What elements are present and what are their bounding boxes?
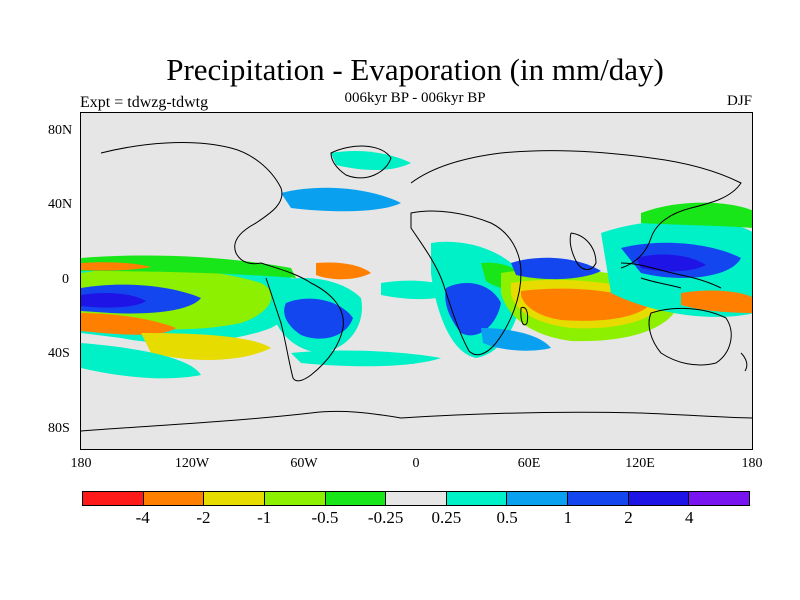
lon-tick-60e: 60E — [517, 456, 541, 471]
contour-yellow-spcz — [141, 333, 271, 360]
contour-blue-so — [481, 328, 551, 351]
lon-tick-120w: 120W — [174, 456, 210, 471]
colorbar-label: -1 — [257, 508, 272, 527]
lon-tick-60w: 60W — [290, 456, 318, 471]
contour-violet-wpac — [636, 254, 706, 272]
colorbar-label: 2 — [624, 508, 633, 527]
contour-fields — [81, 151, 752, 379]
contour-blue-natl — [281, 187, 401, 212]
lat-tick-0: 0 — [62, 272, 69, 287]
colorbar-label: 4 — [685, 508, 694, 527]
colorbar-swatch — [143, 492, 205, 505]
contour-cyan-south — [81, 343, 201, 379]
colorbar-swatch — [83, 492, 144, 505]
contour-orange-amazon — [316, 262, 371, 280]
colorbar-swatch — [689, 492, 750, 505]
lon-tick-0: 0 — [412, 456, 420, 471]
colorbar-label: -2 — [196, 508, 211, 527]
contour-lime-itcz — [81, 255, 296, 278]
colorbar-label: 1 — [563, 508, 573, 527]
colorbar-swatch — [386, 492, 447, 505]
lat-tick-40s: 40S — [48, 346, 70, 361]
colorbar-label: 0.25 — [431, 508, 462, 527]
plot-title: Precipitation - Evaporation (in mm/day) — [166, 52, 664, 87]
lon-tick-120e: 120E — [625, 456, 655, 471]
contour-lime-np — [641, 202, 752, 228]
contour-orange-spcz — [81, 313, 176, 335]
colorbar-label: -4 — [135, 508, 150, 527]
contour-blue-amazon — [284, 298, 353, 339]
colorbar-swatch — [264, 492, 326, 505]
contour-blue-indian-n — [511, 257, 601, 280]
plot-subtitle: 006kyr BP - 006kyr BP — [344, 90, 486, 106]
contour-cyan-so — [291, 350, 441, 367]
colorbar-swatch — [325, 492, 387, 505]
lon-tick-180e: 180 — [741, 456, 763, 471]
contour-orange-itcz — [81, 262, 151, 271]
colorbar-label: -0.5 — [311, 508, 339, 527]
world-map — [80, 112, 753, 450]
contour-cyan-natl — [331, 151, 411, 170]
contour-blue-africa — [445, 283, 501, 336]
colorbar-swatch — [204, 492, 265, 505]
lat-tick-40n: 40N — [48, 197, 73, 212]
colorbar-label: -0.25 — [367, 508, 404, 527]
colorbar-swatch — [628, 492, 690, 505]
lat-tick-80n: 80N — [48, 123, 73, 138]
colorbar-swatch — [446, 492, 508, 505]
lon-tick-180w: 180 — [70, 456, 92, 471]
coastlines — [81, 142, 752, 432]
colorbar-label: 0.5 — [496, 508, 518, 527]
colorbar-swatch — [568, 492, 629, 505]
colorbar-swatch — [507, 492, 569, 505]
lat-tick-80s: 80S — [48, 421, 70, 436]
colorbar — [82, 491, 750, 506]
map-canvas — [81, 142, 752, 432]
experiment-label: Expt = tdwzg-tdwtg — [80, 94, 209, 111]
season-label: DJF — [726, 93, 752, 109]
contour-violet-pacific — [81, 293, 146, 308]
contour-orange-wpac — [681, 290, 752, 313]
contour-orange-indian — [521, 288, 651, 321]
